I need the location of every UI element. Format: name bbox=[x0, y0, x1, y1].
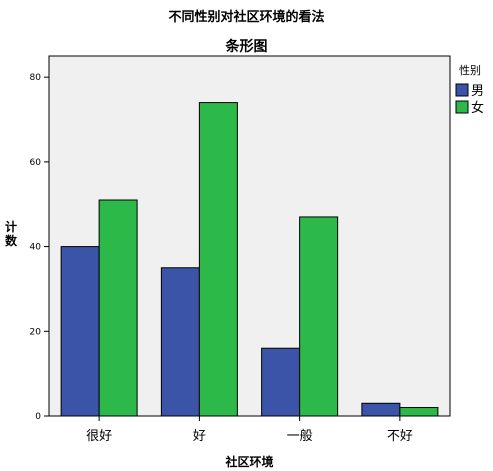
bar bbox=[299, 216, 339, 417]
chart-title: 不同性别对社区环境的看法 bbox=[168, 10, 325, 25]
legend-swatch bbox=[455, 100, 469, 114]
bar bbox=[361, 402, 401, 417]
bars bbox=[60, 102, 439, 417]
y-tick-label: 0 bbox=[35, 412, 41, 422]
bar bbox=[160, 267, 200, 417]
y-tick-label: 80 bbox=[30, 73, 42, 83]
bar bbox=[198, 102, 238, 417]
x-tick-label: 一般 bbox=[287, 428, 313, 444]
legend-swatch bbox=[455, 83, 469, 97]
y-axis-label-char: 计 bbox=[5, 219, 17, 234]
x-tick-label: 很好 bbox=[86, 429, 112, 444]
y-tick-label: 60 bbox=[30, 158, 42, 168]
y-tick-label: 20 bbox=[30, 327, 42, 337]
chart-subtitle: 条形图 bbox=[225, 39, 268, 55]
bar bbox=[261, 347, 301, 417]
y-axis-label: 计数 bbox=[5, 219, 18, 248]
x-axis: 很好 好 一般 不好 bbox=[86, 416, 413, 444]
y-axis-label-char: 数 bbox=[5, 233, 18, 248]
legend-label: 女 bbox=[471, 100, 484, 116]
x-tick-label: 好 bbox=[193, 429, 206, 444]
y-tick-label: 40 bbox=[30, 243, 42, 253]
bar bbox=[60, 246, 100, 417]
bar bbox=[399, 407, 439, 417]
bar bbox=[98, 199, 138, 417]
y-axis: 0 20 40 60 80 bbox=[30, 73, 49, 422]
x-tick-label: 不好 bbox=[387, 429, 413, 444]
legend-label: 男 bbox=[471, 84, 484, 99]
x-axis-label: 社区环境 bbox=[224, 454, 273, 469]
legend-title: 性别 bbox=[459, 63, 481, 77]
